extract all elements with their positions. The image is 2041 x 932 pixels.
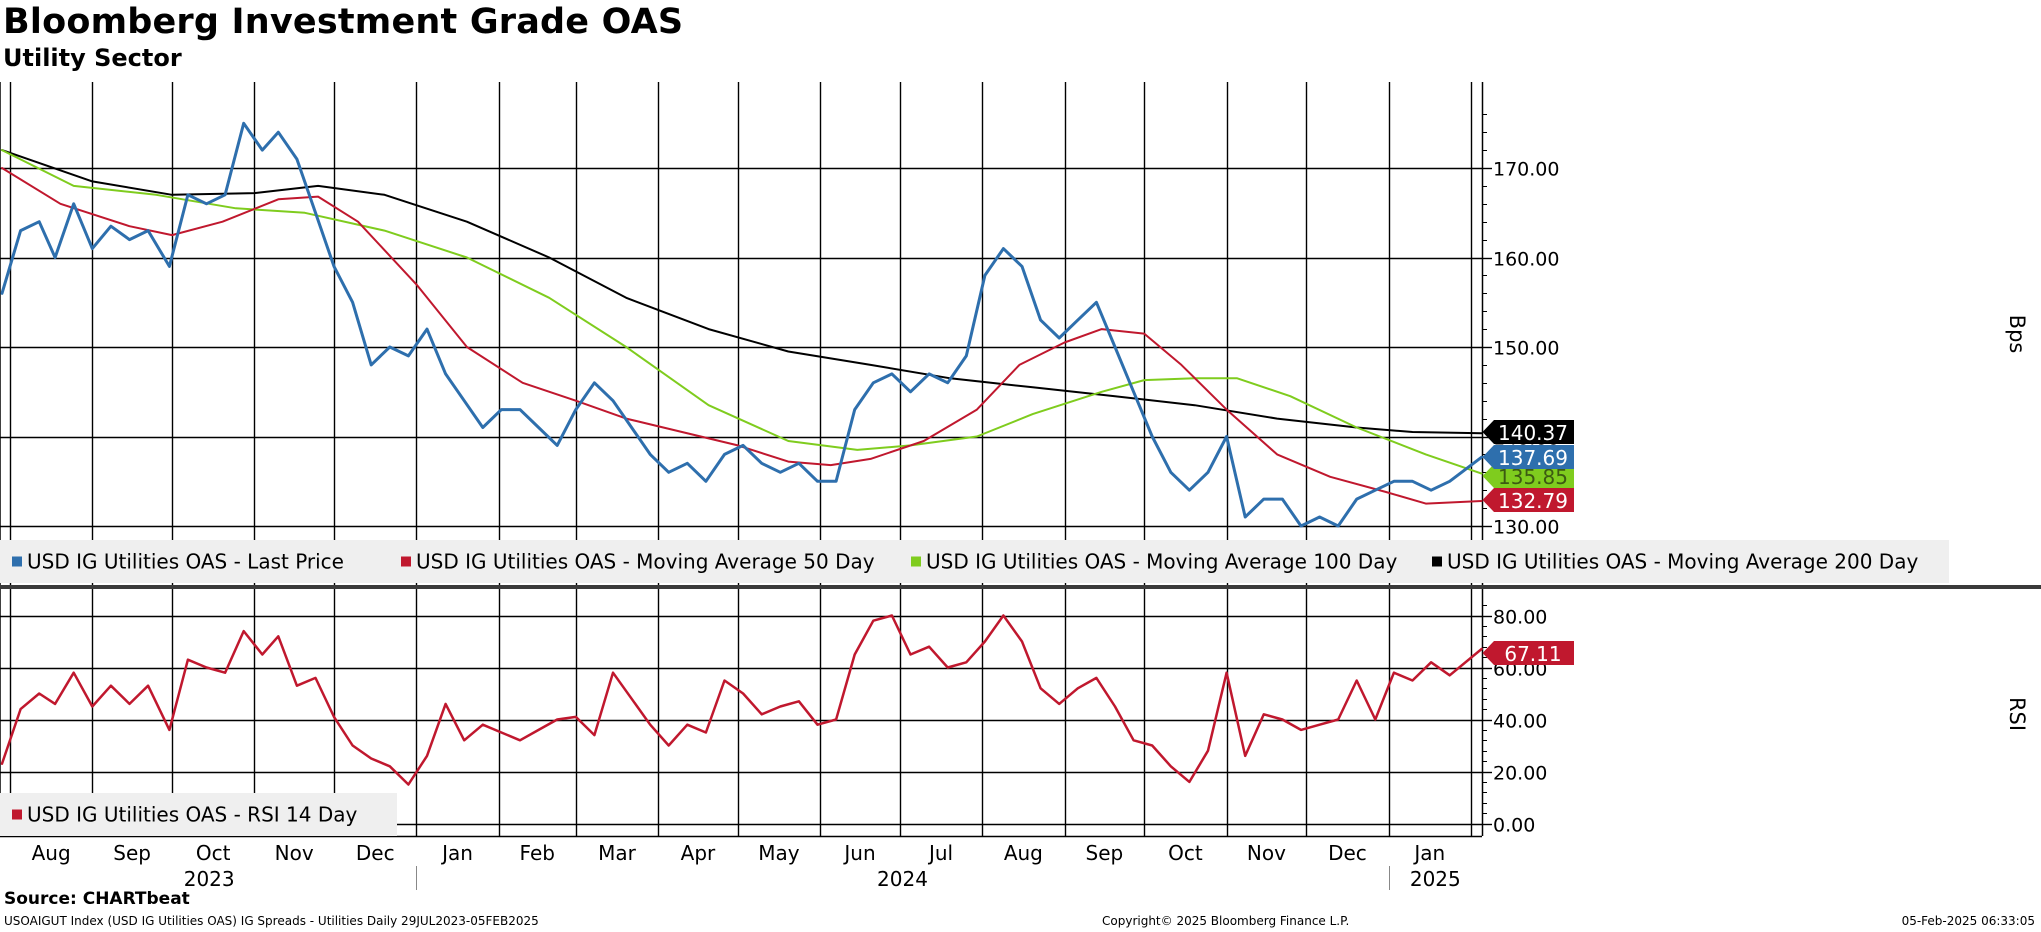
last-value-badge-last_price: 137.69 [1482,445,1574,470]
legend-label: USD IG Utilities OAS - RSI 14 Day [27,803,357,827]
x-month-label: Sep [113,841,151,865]
y-tick-label: 80.00 [1493,607,1547,629]
series-line-ma200 [1,149,1483,435]
badge-shape [1482,488,1574,512]
badge-value: 137.69 [1498,446,1568,470]
x-year-label: 2025 [1410,867,1461,891]
source-note: Source: CHARTbeat [4,889,190,909]
legend-swatch [12,809,22,820]
x-month-label: Sep [1086,841,1124,865]
legend-label: USD IG Utilities OAS - Moving Average 10… [926,550,1397,574]
badge-value: 67.11 [1504,642,1561,666]
x-month-label: Nov [1247,841,1286,865]
legend-label: USD IG Utilities OAS - Moving Average 50… [416,550,875,574]
last-value-badge-ma50: 132.79 [1482,488,1574,513]
x-year-label: 2023 [184,867,235,891]
footer-timestamp: 05-Feb-2025 06:33:05 [1901,914,2035,928]
x-month-label: Dec [1328,841,1367,865]
legend-item-ma50[interactable]: USD IG Utilities OAS - Moving Average 50… [401,550,875,574]
footer-copyright: Copyright© 2025 Bloomberg Finance L.P. [1102,914,1350,928]
series-line-ma50 [1,167,1483,505]
x-month-label: Apr [681,841,716,865]
legend-label: USD IG Utilities OAS - Last Price [27,550,344,574]
legend-item-rsi[interactable]: USD IG Utilities OAS - RSI 14 Day [12,803,357,827]
grid-lines [0,82,1482,836]
last-value-badge-rsi: 67.11 [1482,641,1574,666]
legend-swatch [12,556,22,567]
badge-shape [1482,445,1574,469]
legend-swatch [401,556,411,567]
x-month-label: Feb [520,841,555,865]
y-tick-label: 170.00 [1493,159,1559,181]
legend-background [0,793,397,836]
x-year-label: 2024 [877,867,928,891]
y-tick-label: 160.00 [1493,249,1559,271]
panel-separator [0,585,2041,589]
badge-value: 132.79 [1498,489,1568,513]
y-tick-label: 40.00 [1493,711,1547,733]
x-month-label: May [758,841,800,865]
x-month-label: Dec [356,841,395,865]
series-line-last_price [0,121,1484,528]
chart-subtitle: Utility Sector [3,44,182,72]
series-line-rsi [0,614,1483,786]
y-axis-title-rsi: RSI [2005,697,2029,731]
x-month-label: Jan [1412,841,1445,865]
legend-item-ma100[interactable]: USD IG Utilities OAS - Moving Average 10… [911,550,1397,574]
x-month-label: Mar [598,841,637,865]
y-tick-label: 130.00 [1493,517,1559,539]
x-month-label: Jul [927,841,953,865]
x-month-label: Oct [196,841,231,865]
legends[interactable]: USD IG Utilities OAS - Last Price USD IG … [0,540,1949,836]
x-month-label: Nov [275,841,314,865]
last-value-badge-ma200: 140.37 [1482,420,1574,445]
badge-shape [1482,641,1574,665]
series-line-ma100 [1,149,1483,475]
x-month-label: Jan [440,841,473,865]
x-month-label: Aug [1004,841,1043,865]
x-month-label: Oct [1168,841,1203,865]
legend-swatch [1432,556,1442,567]
badge-value: 140.37 [1498,421,1568,445]
chart-title: Bloomberg Investment Grade OAS [3,2,684,42]
x-month-label: Aug [32,841,71,865]
legend-item-last_price[interactable]: USD IG Utilities OAS - Last Price [12,550,344,574]
legend-item-ma200[interactable]: USD IG Utilities OAS - Moving Average 20… [1432,550,1918,574]
x-month-label: Jun [842,841,875,865]
y-tick-label: 0.00 [1493,815,1535,837]
legend-swatch [911,556,921,567]
y-tick-label: 20.00 [1493,763,1547,785]
footer-index-description: USOAIGUT Index (USD IG Utilities OAS) IG… [4,914,539,928]
legend-background [0,540,1949,583]
y-tick-label: 150.00 [1493,338,1559,360]
badge-shape [1482,464,1574,488]
legend-label: USD IG Utilities OAS - Moving Average 20… [1447,550,1918,574]
series-lines [0,121,1484,786]
y-axis-title-bps: Bps [2005,315,2029,354]
axes: 130.00140.00150.00160.00170.000.0020.004… [0,82,2041,891]
badge-shape [1482,420,1574,444]
